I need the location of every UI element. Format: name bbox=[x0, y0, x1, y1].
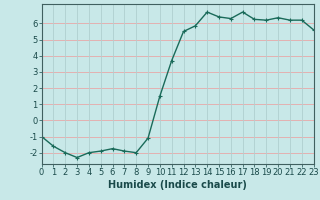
X-axis label: Humidex (Indice chaleur): Humidex (Indice chaleur) bbox=[108, 180, 247, 190]
